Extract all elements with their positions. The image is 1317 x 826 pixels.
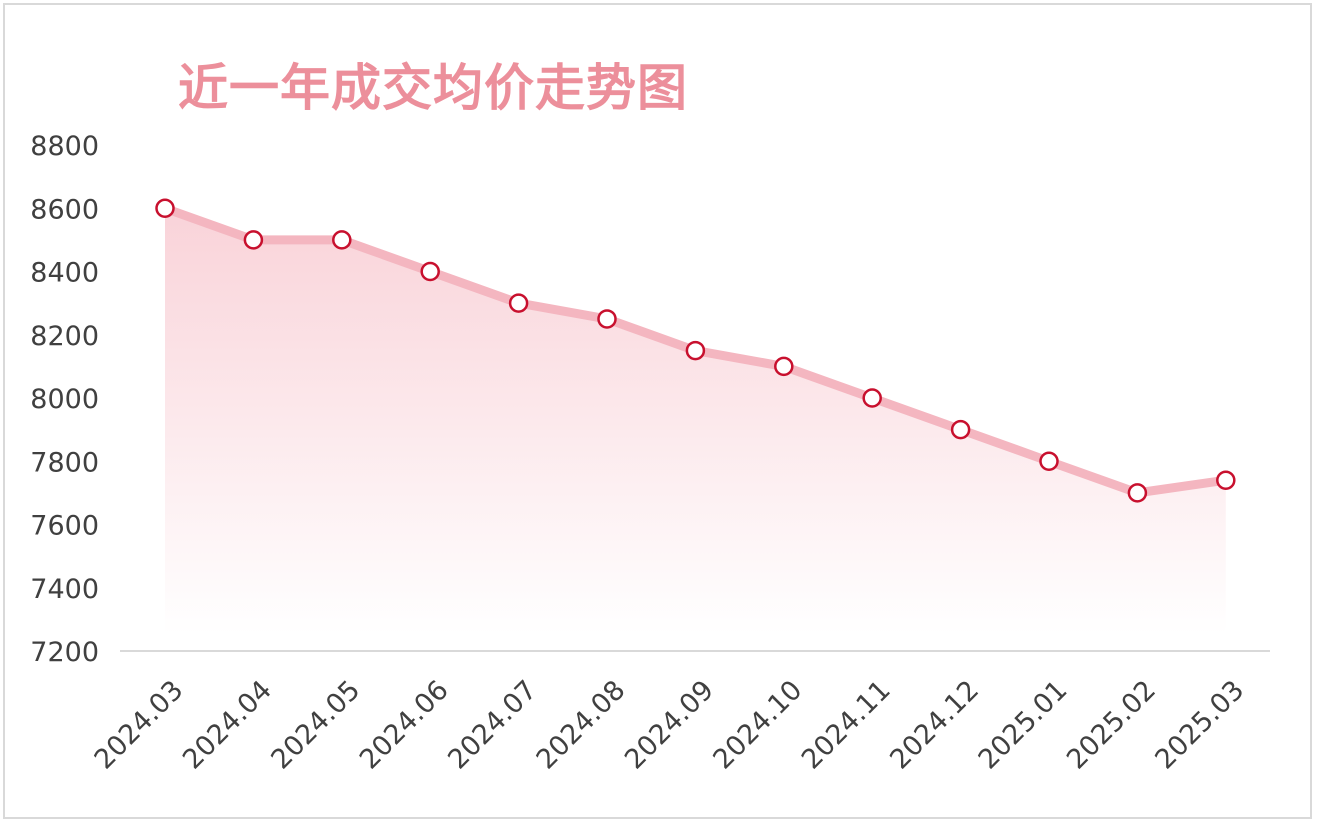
x-tick-label: 2024.05 — [265, 675, 366, 776]
data-point-2024.08 — [597, 309, 617, 329]
y-tick-label: 8600 — [30, 194, 99, 225]
y-tick-label: 8800 — [30, 131, 99, 162]
x-tick-label: 2025.02 — [1061, 675, 1162, 776]
data-point-2024.07 — [508, 293, 529, 313]
y-tick-label: 8400 — [30, 258, 99, 289]
data-point-2024.09 — [685, 340, 706, 361]
data-point-2025.03 — [1216, 470, 1236, 490]
data-point-2024.05 — [332, 230, 352, 250]
data-point-2024.12 — [950, 419, 971, 440]
data-point-2024.03 — [155, 198, 175, 218]
x-tick-label: 2024.07 — [442, 675, 543, 776]
y-tick-label: 7200 — [30, 637, 99, 668]
data-markers — [155, 198, 1236, 503]
y-axis-ticks: 7200 7400 7600 7800 8000 8200 8400 8600 8800 — [30, 131, 99, 668]
x-tick-label: 2024.08 — [531, 675, 632, 776]
x-tick-label: 2024.12 — [884, 675, 985, 776]
x-tick-label: 2025.01 — [973, 675, 1074, 776]
x-tick-label: 2024.03 — [89, 675, 190, 776]
x-tick-label: 2024.06 — [354, 675, 455, 776]
y-tick-label: 7400 — [30, 574, 99, 605]
x-tick-label: 2024.11 — [796, 675, 897, 776]
x-tick-label: 2024.09 — [619, 675, 720, 776]
x-tick-label: 2024.04 — [177, 675, 278, 776]
y-tick-label: 7800 — [30, 447, 99, 478]
data-point-2024.04 — [243, 230, 264, 250]
data-point-2024.11 — [862, 388, 882, 408]
y-tick-label: 8200 — [30, 321, 99, 352]
data-point-2024.06 — [420, 261, 440, 282]
y-tick-label: 8000 — [30, 384, 99, 415]
area-fill — [165, 208, 1226, 635]
y-tick-label: 7600 — [30, 511, 99, 542]
x-tick-label: 2025.03 — [1149, 675, 1250, 776]
data-point-2025.01 — [1039, 451, 1059, 471]
chart-title: 近一年成交均价走势图 — [178, 58, 688, 117]
x-axis-ticks: 2024.032024.042024.052024.062024.072024.… — [89, 675, 1251, 776]
data-point-2025.02 — [1127, 483, 1148, 503]
x-tick-label: 2024.10 — [707, 675, 808, 776]
data-point-2024.10 — [774, 356, 794, 377]
